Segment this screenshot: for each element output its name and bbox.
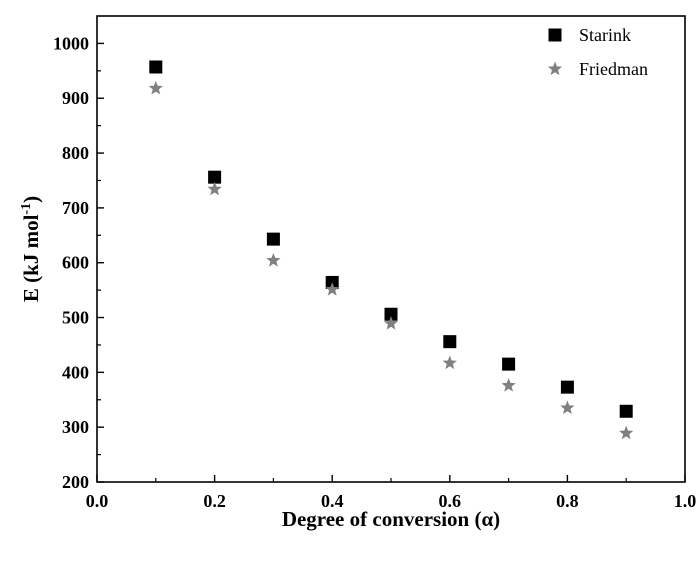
y-tick-label: 600 (62, 253, 89, 273)
y-tick-label: 700 (62, 198, 89, 218)
y-axis-title-superscript: -1 (19, 203, 34, 215)
x-tick-label: 0.0 (86, 491, 109, 511)
friedman-point (501, 378, 516, 392)
y-tick-label: 400 (62, 362, 89, 382)
friedman-point (442, 355, 457, 370)
y-axis-ticks: 200 300 400 500 600 700 800 900 1000 (53, 33, 104, 492)
x-tick-label: 1.0 (674, 491, 697, 511)
friedman-point (560, 400, 575, 415)
y-tick-label: 1000 (53, 33, 89, 53)
y-axis-title: E (kJ mol-1) (19, 196, 43, 302)
y-tick-label: 500 (62, 308, 89, 328)
starink-point (560, 380, 574, 394)
series-layer (148, 60, 634, 440)
starink-point (384, 307, 398, 321)
friedman-point (207, 181, 222, 196)
x-axis-title: Degree of conversion (α) (282, 507, 500, 531)
y-tick-label: 800 (62, 143, 89, 163)
x-axis-ticks: 0.0 0.2 0.4 0.6 0.8 1.0 (86, 475, 697, 511)
y-axis-title-main: E (kJ mol (19, 214, 43, 302)
friedman-point (148, 80, 163, 95)
starink-point (149, 60, 163, 74)
friedman-point (325, 282, 340, 296)
series-starink (149, 60, 633, 418)
series-friedman (148, 80, 634, 440)
legend-label-friedman: Friedman (579, 59, 648, 79)
starink-point (619, 404, 633, 418)
x-tick-label: 0.6 (439, 491, 462, 511)
legend: Starink Friedman (547, 25, 648, 79)
legend-marker-friedman (547, 61, 563, 76)
legend-marker-starink (548, 28, 562, 42)
y-tick-label: 200 (62, 472, 89, 492)
x-tick-label: 0.2 (203, 491, 226, 511)
starink-point (208, 170, 222, 184)
friedman-point (266, 253, 281, 267)
x-tick-label: 0.8 (556, 491, 579, 511)
legend-label-starink: Starink (579, 25, 631, 45)
starink-point (266, 232, 280, 246)
x-tick-label: 0.4 (321, 491, 344, 511)
starink-point (502, 357, 516, 371)
y-axis-title-suffix: ) (19, 196, 43, 203)
y-tick-label: 900 (62, 88, 89, 108)
y-tick-label: 300 (62, 417, 89, 437)
friedman-point (383, 316, 399, 330)
plot-frame (96, 15, 686, 483)
friedman-point (619, 425, 634, 440)
starink-point (443, 335, 457, 349)
